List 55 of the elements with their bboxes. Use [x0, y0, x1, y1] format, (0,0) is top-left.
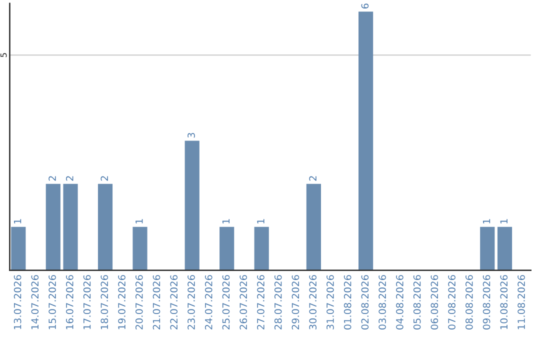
y-tick-label: 5: [0, 53, 7, 58]
data-label: 1: [257, 219, 264, 224]
x-tick-label: 25.07.2026: [222, 275, 230, 330]
x-tick-label: 13.07.2026: [14, 275, 22, 330]
x-tick-label: 28.07.2026: [274, 275, 282, 330]
x-tick-label: 04.08.2026: [396, 275, 404, 330]
x-tick-label: 30.07.2026: [309, 275, 317, 330]
data-label: 1: [222, 219, 230, 224]
data-label: 1: [14, 219, 22, 224]
bar: [98, 184, 113, 270]
x-tick-label: 01.08.2026: [344, 275, 352, 330]
bar: [254, 226, 269, 270]
x-tick-label: 31.07.2026: [326, 275, 334, 330]
x-tick-label: 27.07.2026: [257, 275, 264, 330]
x-tick-label: 22.07.2026: [170, 275, 178, 330]
bar: [306, 184, 321, 270]
x-tick-label: 26.07.2026: [240, 275, 248, 330]
x-tick-label: 24.07.2026: [204, 275, 212, 330]
bar: [46, 184, 60, 270]
bar: [220, 226, 234, 270]
x-tick-label: 02.08.2026: [361, 275, 369, 330]
data-label: 1: [136, 219, 143, 224]
data-label: 2: [66, 176, 74, 181]
x-tick-label: 19.07.2026: [118, 275, 126, 330]
x-tick-label: 16.07.2026: [66, 275, 74, 330]
data-label: 2: [48, 176, 56, 181]
bar: [480, 226, 495, 270]
x-tick-label: 10.08.2026: [500, 275, 508, 330]
x-tick-label: 06.08.2026: [430, 275, 438, 330]
data-label: 6: [361, 4, 369, 9]
data-label: 2: [100, 176, 108, 181]
bar: [63, 184, 78, 270]
x-tick-label: 23.07.2026: [188, 275, 195, 330]
bar: [11, 226, 26, 270]
x-tick-label: 15.07.2026: [48, 275, 56, 330]
bar: [132, 226, 148, 270]
x-tick-label: 03.08.2026: [378, 275, 386, 330]
data-label: 1: [482, 219, 490, 224]
data-label: 1: [500, 219, 508, 224]
x-tick-label: 05.08.2026: [413, 275, 421, 330]
bar: [184, 140, 200, 270]
x-tick-label: 14.07.2026: [31, 275, 39, 330]
data-label: 2: [309, 176, 316, 181]
x-tick-label: 29.07.2026: [292, 275, 300, 330]
bar: [497, 226, 512, 270]
x-tick-label: 07.08.2026: [448, 275, 456, 330]
x-tick-label: 11.08.2026: [518, 275, 525, 330]
x-tick-label: 09.08.2026: [482, 275, 490, 330]
x-tick-label: 17.07.2026: [83, 275, 91, 330]
x-tick-label: 08.08.2026: [465, 275, 473, 330]
x-tick-label: 18.07.2026: [100, 275, 108, 330]
x-tick-label: 20.07.2026: [135, 275, 143, 330]
bar: [358, 12, 374, 270]
data-label: 3: [188, 132, 195, 138]
x-tick-label: 21.07.2026: [152, 275, 160, 330]
